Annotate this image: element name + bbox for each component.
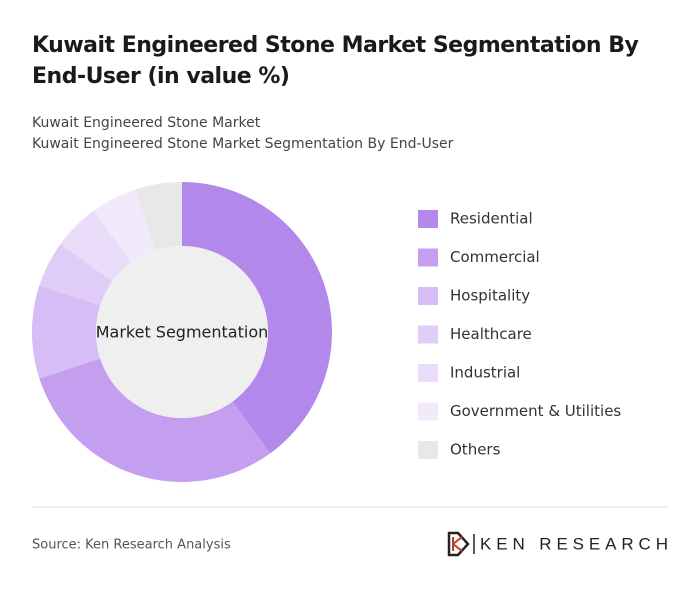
legend-swatch [418,402,438,421]
legend-label: Residential [450,210,533,228]
legend: Residential Commercial Hospitality Healthca… [418,210,621,459]
legend-swatch [418,364,438,382]
subtitle: Kuwait Engineered Stone Market [32,115,261,131]
donut-slice [32,285,101,379]
legend-label: Commercial [450,248,540,266]
donut-slice [135,182,182,251]
logo-icon [452,536,463,552]
legend-label: Hospitality [450,287,530,305]
donut-hole [96,246,268,418]
subtitle: Kuwait Engineered Stone Market Segmentat… [32,136,454,152]
legend-swatch [418,210,438,228]
legend-swatch [418,248,438,267]
legend-swatch [418,441,438,459]
legend-label: Industrial [450,364,520,382]
legend-label: Others [450,441,501,459]
donut-slice [39,358,271,482]
legend-label: Healthcare [450,325,532,343]
center-label: Market Segmentation [96,323,269,342]
donut-slice [60,210,132,282]
donut-slice [39,243,113,306]
donut-slice [93,189,156,263]
donut-slice [182,182,332,454]
legend-label: Government & Utilities [450,402,621,420]
source: Source: Ken Research Analysis [32,538,231,553]
title-box: Kuwait Engineered Stone Market Segmentat… [32,33,639,89]
chart-title: Kuwait Engineered Stone Market Segmentat… [32,33,639,89]
logo-icon [447,531,470,557]
legend-swatch [418,287,438,305]
legend-swatch [418,325,438,344]
donut [32,182,332,482]
